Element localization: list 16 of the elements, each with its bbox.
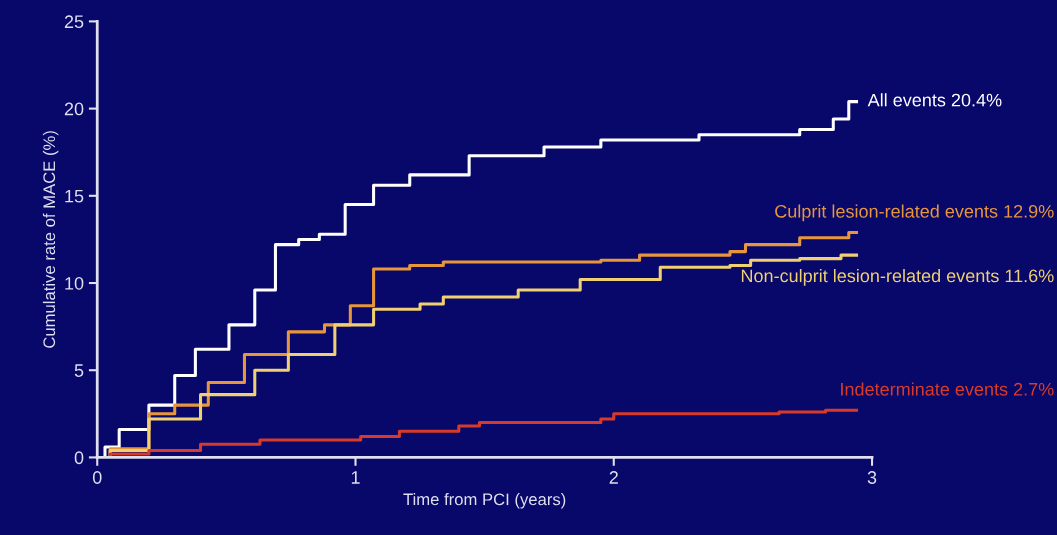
y-tick-label: 20 <box>64 102 84 116</box>
series-label: Non-culprit lesion-related events 11.6% <box>741 269 1054 286</box>
x-tick-label: 2 <box>609 471 618 484</box>
y-axis-title: Cumulative rate of MACE (%) <box>42 131 59 348</box>
series-label: Culprit lesion-related events 12.9% <box>775 204 1054 222</box>
x-axis-title: Time from PCI (years) <box>403 493 566 509</box>
x-tick-label: 1 <box>351 471 360 484</box>
y-tick-label: 0 <box>74 451 84 465</box>
y-tick-label: 10 <box>65 276 84 290</box>
x-tick-label: 3 <box>867 471 877 484</box>
series-label: All events 20.4% <box>867 93 1002 107</box>
x-tick-label: 0 <box>92 471 102 484</box>
series-label: Indeterminate events 2.7% <box>841 382 1054 396</box>
y-tick-label: 15 <box>65 189 84 203</box>
y-tick-label: 5 <box>74 364 84 377</box>
y-tick-label: 25 <box>64 15 84 29</box>
